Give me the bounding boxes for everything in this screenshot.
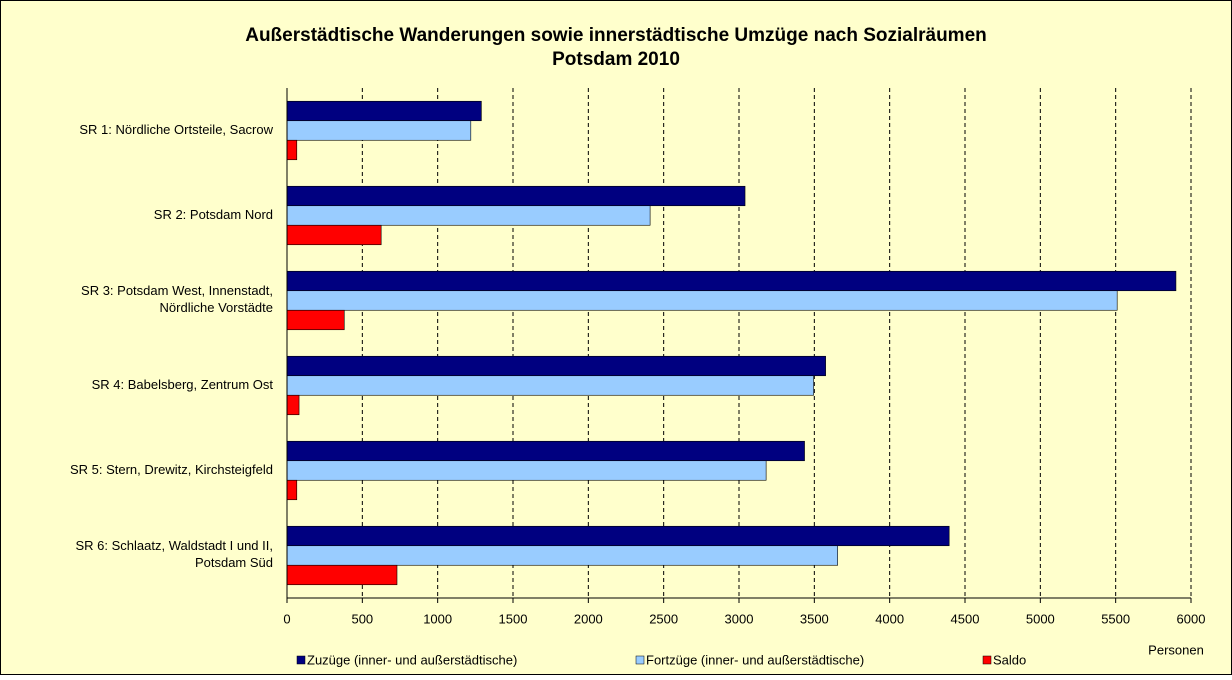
legend-label: Zuzüge (inner- und außerstädtische) <box>307 652 517 667</box>
bar <box>286 375 814 396</box>
bar <box>286 270 1177 292</box>
x-tick-label: 1500 <box>499 611 528 626</box>
legend-swatch <box>982 655 992 665</box>
bar <box>286 460 767 481</box>
bar <box>286 355 826 377</box>
y-tick-label: SR 6: Schlaatz, Waldstadt I und II, Potsd… <box>75 538 273 570</box>
x-tick-label: 500 <box>351 611 373 626</box>
bar <box>286 139 298 161</box>
x-tick-label: 5500 <box>1101 611 1130 626</box>
bar <box>286 545 838 566</box>
bar <box>286 394 300 416</box>
y-tick-label: SR 3: Potsdam West, Innenstadt, Nördliche… <box>81 283 273 315</box>
legend-label: Saldo <box>993 652 1026 667</box>
x-tick-label: 4500 <box>951 611 980 626</box>
y-tick-label: SR 4: Babelsberg, Zentrum Ost <box>92 377 274 392</box>
bar <box>286 479 298 501</box>
bar <box>286 440 805 462</box>
y-tick-label: SR 1: Nördliche Ortsteile, Sacrow <box>79 122 273 137</box>
bar <box>286 100 482 122</box>
y-tick-label: SR 2: Potsdam Nord <box>154 207 273 222</box>
x-axis-label: Personen <box>1148 642 1204 657</box>
bar <box>286 224 382 246</box>
x-tick-label: 0 <box>283 611 290 626</box>
x-tick-label: 4000 <box>875 611 904 626</box>
bar <box>286 120 472 141</box>
bar <box>286 564 398 586</box>
x-tick-label: 2000 <box>574 611 603 626</box>
legend-label: Fortzüge (inner- und außerstädtische) <box>646 652 864 667</box>
legend-swatch <box>635 655 645 665</box>
bar <box>286 290 1118 311</box>
bar <box>286 309 345 331</box>
legend-swatch <box>296 655 306 665</box>
bar <box>286 205 651 226</box>
y-tick-label: SR 5: Stern, Drewitz, Kirchsteigfeld <box>70 462 273 477</box>
bar <box>286 525 950 547</box>
x-tick-label: 3500 <box>800 611 829 626</box>
x-tick-label: 5000 <box>1026 611 1055 626</box>
x-tick-label: 3000 <box>725 611 754 626</box>
x-tick-label: 6000 <box>1177 611 1206 626</box>
x-tick-label: 1000 <box>423 611 452 626</box>
chart-title: Außerstädtische Wanderungen sowie inners… <box>245 25 987 46</box>
x-tick-label: 2500 <box>649 611 678 626</box>
bar <box>286 185 746 207</box>
chart-subtitle: Potsdam 2010 <box>552 49 680 70</box>
